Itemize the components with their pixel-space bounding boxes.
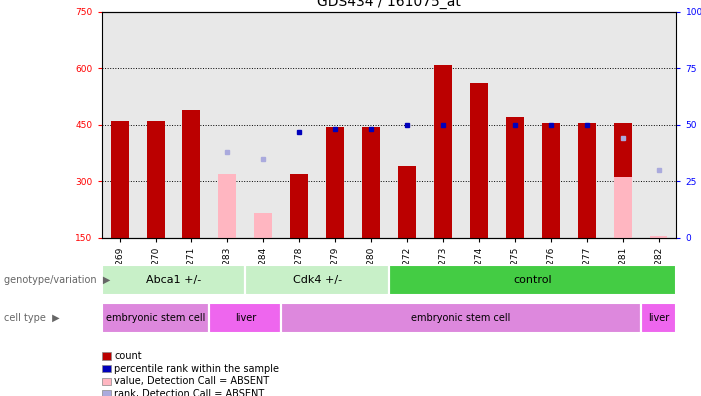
- Text: percentile rank within the sample: percentile rank within the sample: [114, 364, 279, 374]
- Bar: [650, 236, 667, 238]
- Bar: [434, 65, 452, 238]
- Bar: [398, 166, 416, 238]
- Text: liver: liver: [648, 313, 669, 323]
- Bar: [245, 265, 389, 295]
- Bar: [182, 110, 200, 238]
- Bar: [389, 265, 676, 295]
- Bar: [111, 121, 128, 238]
- Text: genotype/variation  ▶: genotype/variation ▶: [4, 275, 110, 285]
- Bar: [362, 127, 380, 238]
- Text: embryonic stem cell: embryonic stem cell: [411, 313, 510, 323]
- Title: GDS434 / 161075_at: GDS434 / 161075_at: [317, 0, 461, 10]
- Bar: [219, 173, 236, 238]
- Bar: [506, 117, 524, 238]
- Text: control: control: [513, 275, 552, 285]
- Bar: [613, 123, 632, 238]
- Text: Cdk4 +/-: Cdk4 +/-: [292, 275, 342, 285]
- Bar: [578, 123, 596, 238]
- Bar: [102, 265, 245, 295]
- Text: value, Detection Call = ABSENT: value, Detection Call = ABSENT: [114, 376, 269, 386]
- Bar: [326, 127, 344, 238]
- Bar: [641, 303, 676, 333]
- Bar: [210, 303, 281, 333]
- Text: rank, Detection Call = ABSENT: rank, Detection Call = ABSENT: [114, 389, 264, 396]
- Bar: [613, 177, 632, 238]
- Bar: [147, 121, 165, 238]
- Text: Abca1 +/-: Abca1 +/-: [146, 275, 201, 285]
- Bar: [470, 83, 488, 238]
- Text: count: count: [114, 351, 142, 361]
- Text: cell type  ▶: cell type ▶: [4, 313, 59, 323]
- Text: embryonic stem cell: embryonic stem cell: [106, 313, 205, 323]
- Text: liver: liver: [235, 313, 256, 323]
- Bar: [254, 213, 272, 238]
- Bar: [542, 123, 559, 238]
- Bar: [290, 173, 308, 238]
- Bar: [102, 303, 210, 333]
- Bar: [281, 303, 641, 333]
